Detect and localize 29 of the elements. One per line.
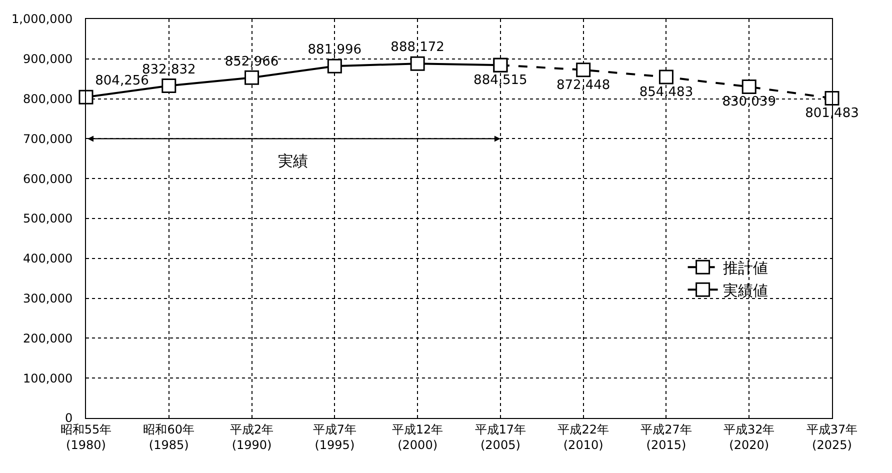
- x-tick-label: 昭和60年 (1985): [143, 422, 195, 452]
- legend-label: 実績値: [722, 281, 768, 300]
- x-tick-label: 平成2年 (1990): [230, 422, 274, 452]
- x-tick-label: 平成17年 (2005): [474, 422, 526, 452]
- x-tick-label: 平成12年 (2000): [392, 422, 444, 452]
- x-tick-label: 平成7年 (1995): [312, 422, 356, 452]
- y-tick-label: 200,000: [22, 331, 73, 346]
- x-tick-label: 平成22年 (2010): [558, 422, 609, 452]
- y-tick-label: 900,000: [22, 52, 73, 66]
- y-tick-label: 1,000,000: [12, 12, 73, 26]
- x-tick-label: 平成32年 (2020): [723, 422, 775, 452]
- data-label: 854,483: [639, 84, 694, 100]
- data-label: 881,996: [308, 42, 362, 58]
- y-tick-label: 700,000: [22, 132, 73, 146]
- y-tick-label: 400,000: [22, 252, 73, 266]
- annotation: 実績: [278, 152, 308, 170]
- data-label: 888,172: [390, 40, 444, 56]
- y-tick-label: 300,000: [22, 292, 73, 306]
- y-tick-label: 100,000: [22, 371, 73, 386]
- data-label: 872,448: [556, 78, 610, 93]
- y-tick-label: 500,000: [22, 212, 73, 226]
- data-label: 852,966: [224, 54, 279, 70]
- data-label: 884,515: [474, 72, 528, 88]
- data-label: 804,256: [95, 74, 149, 89]
- x-tick-label: 平成27年 (2015): [640, 422, 692, 452]
- legend-label: 推計値: [722, 258, 768, 277]
- y-tick-label: 600,000: [22, 172, 73, 186]
- y-tick-label: 800,000: [22, 92, 73, 106]
- x-tick-label: 平成37年 (2025): [806, 422, 858, 452]
